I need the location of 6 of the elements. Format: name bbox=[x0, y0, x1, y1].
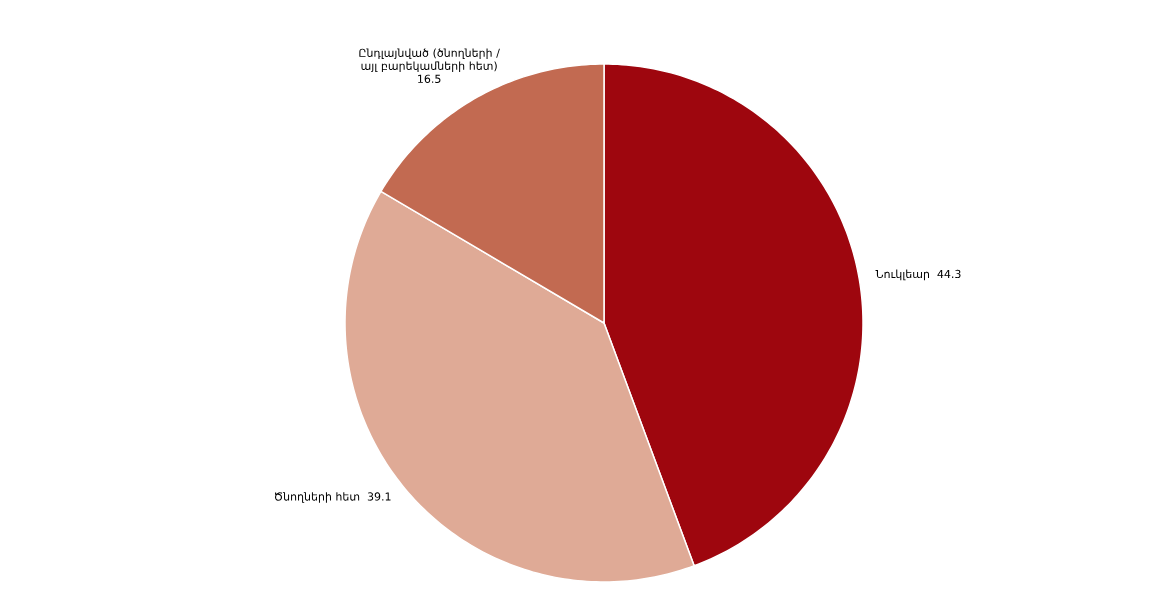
data-label: 44.3 bbox=[937, 269, 961, 279]
slice-label: Ընդլայնված (ծնողների / այլ բարեկամների հետ) bbox=[359, 48, 500, 73]
data-label: 39.1 bbox=[367, 492, 391, 501]
slice-label: Նուկլեար bbox=[875, 269, 930, 281]
data-label: 16.5 bbox=[418, 74, 441, 83]
slice-label: Ծնողների հետ bbox=[275, 492, 360, 503]
